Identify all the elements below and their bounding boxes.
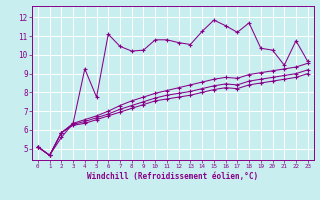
X-axis label: Windchill (Refroidissement éolien,°C): Windchill (Refroidissement éolien,°C)	[87, 172, 258, 181]
